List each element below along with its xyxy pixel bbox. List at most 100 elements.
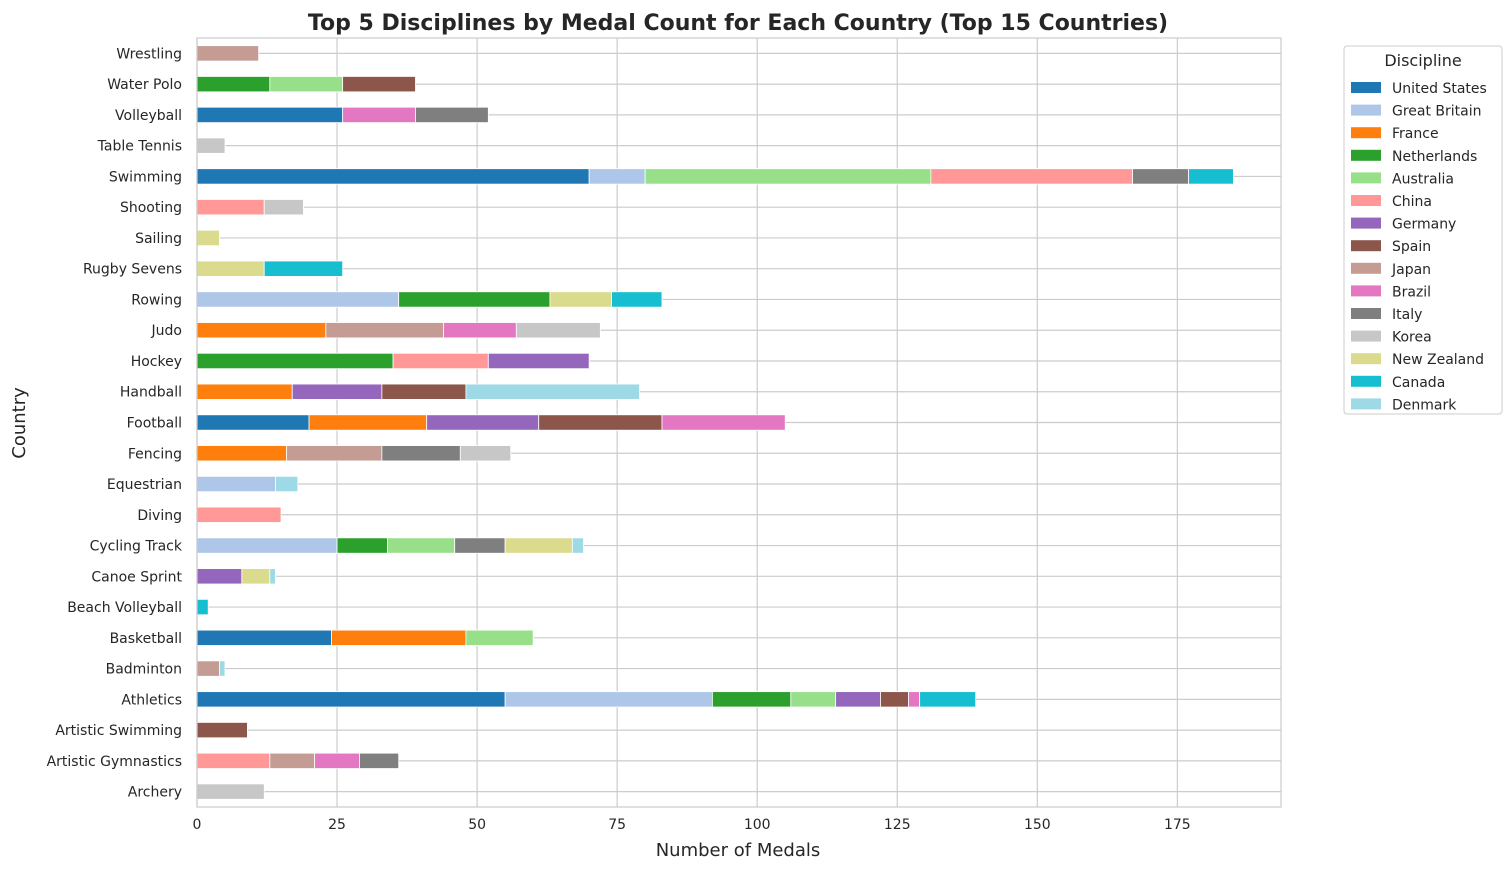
x-axis-label: Number of Medals [656, 840, 821, 861]
bar-segment [196, 106, 344, 123]
bar-segment [196, 537, 338, 554]
bar-segment [387, 537, 456, 554]
legend-swatch [1351, 172, 1381, 184]
legend-label: United States [1392, 81, 1487, 97]
bar-segment [196, 352, 394, 370]
bar-segment [196, 783, 265, 800]
bar-segment [286, 445, 383, 462]
y-tick-label: Shooting [120, 200, 182, 216]
bars [196, 45, 1234, 800]
bar-segment [269, 76, 344, 93]
legend-swatch [1351, 240, 1381, 252]
x-tick-label: 125 [884, 817, 911, 833]
bar-segment [381, 445, 461, 462]
bar-segment [196, 260, 265, 277]
bar-segment [342, 106, 416, 123]
legend: Discipline United States Great Britain Fra… [1343, 45, 1503, 415]
bar-segment [465, 629, 534, 646]
y-tick-label: Beach Volleyball [67, 600, 182, 616]
y-tick-label: Sailing [135, 231, 182, 247]
y-tick-label: Handball [120, 385, 182, 401]
bar-segment [459, 445, 512, 462]
y-tick-label: Fencing [128, 446, 182, 462]
bar-segment [196, 629, 332, 646]
bar-segment [196, 691, 506, 708]
legend-label: Germany [1392, 217, 1456, 233]
bar-segment [196, 506, 282, 523]
bar-segment [263, 260, 344, 277]
bar-segment [331, 629, 467, 646]
legend-label: Netherlands [1392, 149, 1477, 165]
y-tick-label: Artistic Swimming [55, 723, 182, 739]
legend-swatch [1351, 82, 1381, 93]
legend-swatch [1351, 285, 1381, 297]
legend-label: Korea [1392, 330, 1432, 346]
bar-segment [196, 475, 276, 493]
legend-swatch [1351, 217, 1381, 229]
bar-segment [443, 322, 517, 339]
bar-segment [644, 168, 932, 185]
bar-segment [381, 383, 467, 400]
legend-swatch [1351, 104, 1381, 116]
legend-title: Discipline [1384, 51, 1461, 70]
bar-segment [504, 691, 713, 708]
bar-segment [196, 445, 288, 462]
y-tick-label: Diving [137, 508, 182, 524]
chart-title: Top 5 Disciplines by Medal Count for Eac… [308, 11, 1168, 36]
bar-segment [549, 291, 612, 308]
bar-segment [611, 291, 663, 308]
y-tick-labels: Archery Artistic Gymnastics Artistic Swimm… [47, 46, 183, 800]
bar-segment [835, 691, 881, 708]
y-tick-label: Rugby Sevens [83, 262, 182, 278]
x-tick-label: 175 [1164, 817, 1191, 833]
bar-segment [571, 537, 584, 554]
bar-segment [314, 752, 360, 769]
y-tick-label: Athletics [121, 692, 182, 708]
bar-segment [465, 383, 640, 400]
legend-swatch [1351, 353, 1381, 365]
legend-swatch [1351, 330, 1381, 342]
bar-segment [342, 76, 416, 93]
bar-segment [196, 568, 243, 585]
x-tick-label: 0 [193, 817, 202, 833]
bar-segment [487, 352, 590, 370]
y-tick-label: Artistic Gymnastics [47, 754, 182, 770]
y-tick-label: Basketball [110, 631, 182, 647]
y-tick-label: Archery [128, 785, 182, 801]
legend-swatch [1351, 398, 1381, 410]
bar-segment [711, 691, 792, 708]
legend-label: Denmark [1392, 397, 1457, 413]
y-tick-label: Canoe Sprint [91, 569, 182, 585]
bar-segment [196, 322, 327, 339]
bar-segment [196, 199, 265, 216]
bar-segment [1188, 168, 1234, 185]
bar-segment [196, 291, 400, 308]
bar-segment [196, 168, 590, 185]
legend-frame [1343, 45, 1503, 415]
bar-segment [919, 691, 977, 708]
y-tick-label: Hockey [131, 354, 182, 370]
y-axis-label: Country [9, 387, 30, 459]
legend-swatch [1351, 308, 1381, 319]
y-tick-label: Swimming [109, 169, 182, 185]
bar-segment [454, 537, 506, 554]
x-tick-label: 25 [328, 817, 346, 833]
y-tick-label: Volleyball [115, 108, 182, 124]
bar-segment [269, 568, 276, 585]
x-tick-label: 100 [744, 817, 771, 833]
legend-label: Great Britain [1392, 104, 1482, 120]
bar-segment [291, 383, 383, 400]
bar-segment [426, 414, 540, 431]
y-tick-label: Table Tennis [97, 139, 182, 155]
bar-segment [908, 691, 921, 708]
bar-segment [398, 291, 551, 308]
legend-label: Japan [1391, 262, 1431, 278]
bar-segment [336, 537, 388, 554]
legend-label: New Zealand [1392, 352, 1484, 368]
bar-segment [196, 137, 226, 154]
legend-label: Brazil [1392, 284, 1431, 300]
y-tick-label: Rowing [131, 292, 182, 308]
legend-swatch [1351, 127, 1381, 139]
bar-segment [196, 722, 248, 739]
